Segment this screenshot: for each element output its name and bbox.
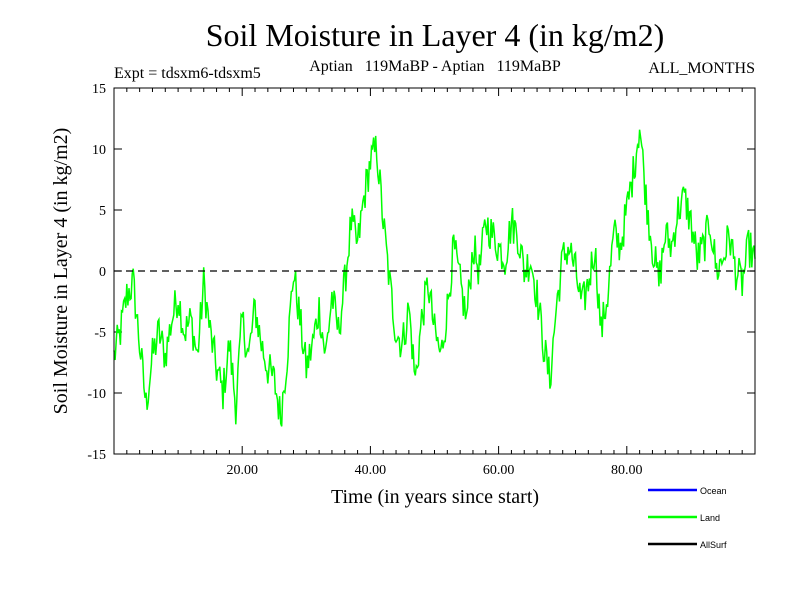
legend-label-ocean: Ocean: [700, 486, 727, 496]
plot-area: -15 -10 -5 0 5 10 15 20.00 40.00 60.00 80.00: [87, 82, 756, 478]
subtitle-center: Aptian 119MaBP - Aptian 119MaBP: [309, 58, 561, 75]
y-tick-label: -15: [87, 448, 106, 463]
chart-title: Soil Moisture in Layer 4 (in kg/m2): [206, 17, 665, 53]
y-tick-label: -5: [94, 326, 106, 341]
plot-frame: [113, 87, 756, 455]
subtitle-right: ALL_MONTHS: [648, 60, 755, 77]
y-tick-label: 0: [99, 265, 106, 280]
y-tick-label: 10: [92, 143, 106, 158]
series-line-land: [113, 129, 756, 427]
x-tick-label: 60.00: [483, 463, 515, 478]
legend: Ocean Land AllSurf: [648, 486, 727, 550]
y-tick-label: 5: [99, 204, 106, 219]
x-tick-label: 40.00: [355, 463, 387, 478]
legend-label-allsurf: AllSurf: [700, 540, 727, 550]
x-tick-label: 80.00: [611, 463, 643, 478]
subtitle-left: Expt = tdsxm6-tdsxm5: [114, 65, 261, 82]
y-tick-label: 15: [92, 82, 106, 97]
y-axis-label: Soil Moisture in Layer 4 (in kg/m2): [50, 128, 72, 415]
legend-label-land: Land: [700, 513, 720, 523]
x-axis-label: Time (in years since start): [331, 486, 539, 508]
x-tick-label: 20.00: [226, 463, 258, 478]
y-tick-label: -10: [87, 387, 106, 402]
